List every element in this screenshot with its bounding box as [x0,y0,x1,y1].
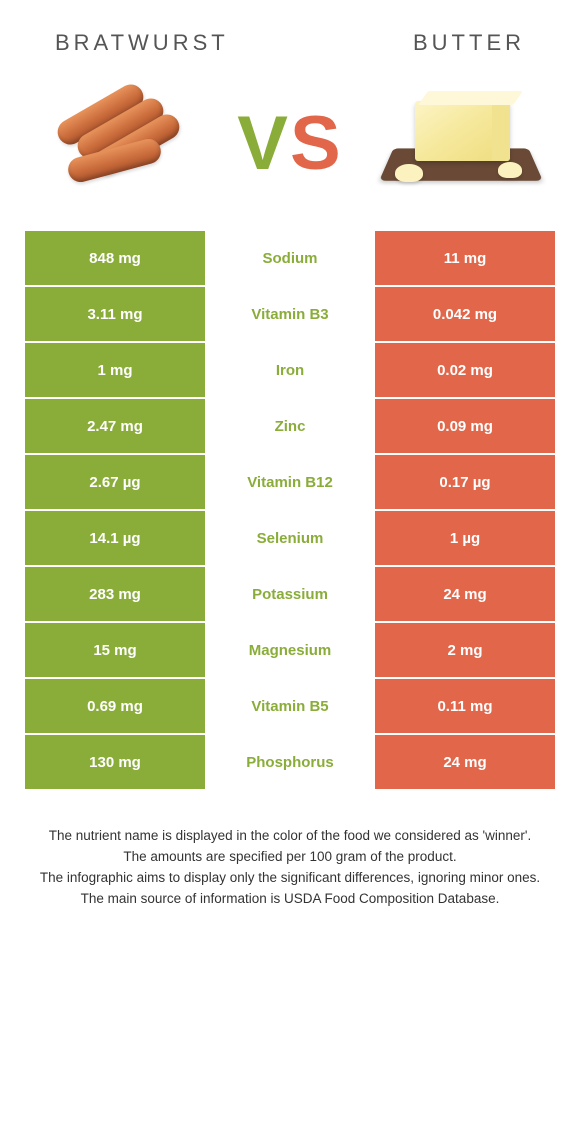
note-line: The main source of information is USDA F… [35,889,545,910]
table-row: 15 mgMagnesium2 mg [25,623,555,679]
left-value: 15 mg [25,623,205,677]
left-value: 3.11 mg [25,287,205,341]
note-line: The amounts are specified per 100 gram o… [35,847,545,868]
left-value: 130 mg [25,735,205,789]
right-value: 0.09 mg [375,399,555,453]
left-value: 848 mg [25,231,205,285]
nutrient-name: Vitamin B5 [205,679,375,733]
vs-s-letter: S [290,100,343,187]
butter-icon [383,91,538,196]
right-value: 0.02 mg [375,343,555,397]
vs-v-letter: V [237,100,290,187]
right-value: 0.042 mg [375,287,555,341]
table-row: 3.11 mgVitamin B30.042 mg [25,287,555,343]
hero-row: VS [25,76,555,231]
right-value: 24 mg [375,735,555,789]
nutrient-table: 848 mgSodium11 mg3.11 mgVitamin B30.042 … [25,231,555,791]
table-row: 14.1 µgSelenium1 µg [25,511,555,567]
left-value: 1 mg [25,343,205,397]
nutrient-name: Iron [205,343,375,397]
right-value: 0.11 mg [375,679,555,733]
left-value: 283 mg [25,567,205,621]
vs-label: VS [237,100,342,187]
left-value: 2.67 µg [25,455,205,509]
right-value: 0.17 µg [375,455,555,509]
table-row: 1 mgIron0.02 mg [25,343,555,399]
right-food-title: BUTTER [413,30,525,56]
table-row: 130 mgPhosphorus24 mg [25,735,555,791]
nutrient-name: Sodium [205,231,375,285]
left-food-title: BRATWURST [55,30,229,56]
nutrient-name: Potassium [205,567,375,621]
left-value: 2.47 mg [25,399,205,453]
nutrient-name: Selenium [205,511,375,565]
table-row: 848 mgSodium11 mg [25,231,555,287]
footnotes: The nutrient name is displayed in the co… [25,791,555,910]
left-value: 0.69 mg [25,679,205,733]
table-row: 2.67 µgVitamin B120.17 µg [25,455,555,511]
nutrient-name: Magnesium [205,623,375,677]
left-value: 14.1 µg [25,511,205,565]
right-food-image [380,86,540,201]
right-value: 1 µg [375,511,555,565]
left-food-image [40,86,200,201]
nutrient-name: Vitamin B12 [205,455,375,509]
table-row: 0.69 mgVitamin B50.11 mg [25,679,555,735]
note-line: The nutrient name is displayed in the co… [35,826,545,847]
nutrient-name: Zinc [205,399,375,453]
right-value: 2 mg [375,623,555,677]
note-line: The infographic aims to display only the… [35,868,545,889]
table-row: 2.47 mgZinc0.09 mg [25,399,555,455]
nutrient-name: Vitamin B3 [205,287,375,341]
nutrient-name: Phosphorus [205,735,375,789]
right-value: 11 mg [375,231,555,285]
title-row: BRATWURST BUTTER [25,30,555,76]
bratwurst-icon [45,94,195,194]
right-value: 24 mg [375,567,555,621]
table-row: 283 mgPotassium24 mg [25,567,555,623]
